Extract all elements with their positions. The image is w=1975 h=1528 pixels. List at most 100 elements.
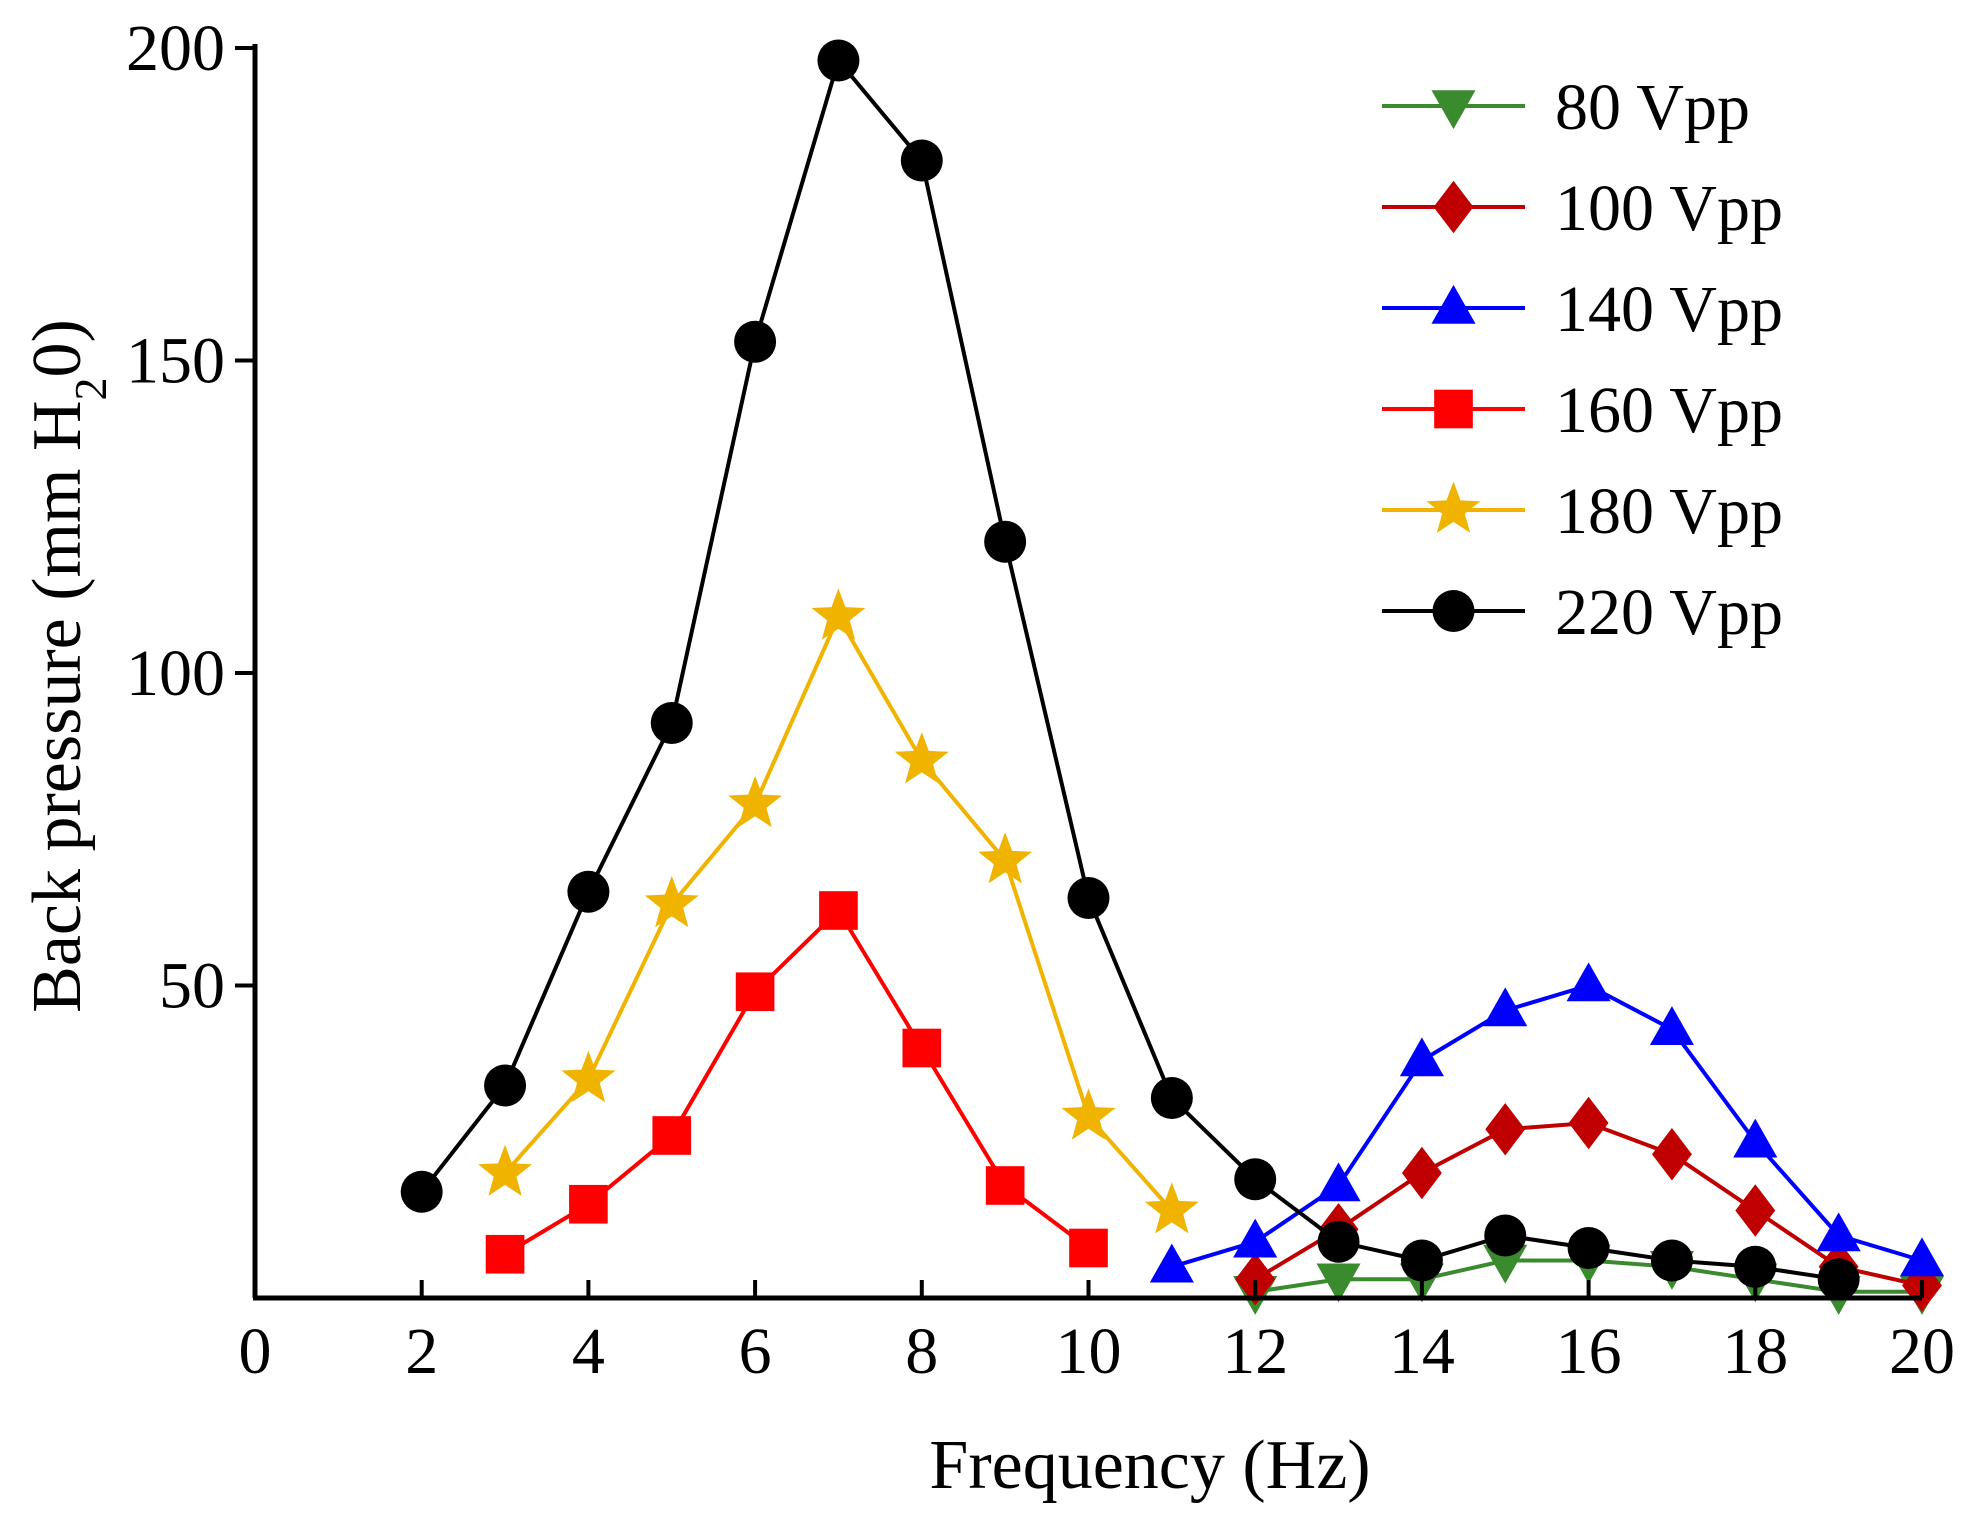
- data-point-100-vpp: [1235, 1253, 1276, 1306]
- data-point-180-vpp: [811, 588, 866, 640]
- x-tick-label: 6: [739, 1315, 772, 1388]
- data-point-180-vpp: [478, 1144, 532, 1196]
- data-point-220-vpp: [650, 702, 693, 744]
- series-140-vpp: [1149, 962, 1945, 1283]
- legend-marker-140-vpp: [1431, 284, 1476, 324]
- y-tick-label: 100: [126, 637, 225, 710]
- data-point-220-vpp: [400, 1170, 443, 1213]
- data-point-140-vpp: [1316, 1162, 1361, 1202]
- legend-label: 100 Vpp: [1555, 172, 1783, 245]
- legend-label: 220 Vpp: [1555, 576, 1783, 649]
- data-point-140-vpp: [1149, 1243, 1194, 1283]
- data-point-100-vpp: [1652, 1128, 1692, 1181]
- data-point-220-vpp: [734, 320, 777, 363]
- series-160-vpp: [485, 891, 1108, 1274]
- axes: 0 2 4 6 8 10 12 14 16 18 20 50 100 150 200: [126, 12, 1955, 1388]
- y-tick-label: 200: [126, 12, 225, 85]
- legend-item-140-vpp: 140 Vpp: [1382, 273, 1783, 346]
- data-point-140-vpp: [1483, 987, 1528, 1027]
- data-point-160-vpp: [902, 1028, 942, 1068]
- data-point-220-vpp: [484, 1064, 527, 1107]
- data-point-160-vpp: [735, 972, 775, 1012]
- data-point-180-vpp: [1061, 1088, 1116, 1140]
- series-220-vpp: [400, 39, 1860, 1301]
- data-point-180-vpp: [728, 775, 783, 828]
- data-point-180-vpp: [644, 875, 699, 928]
- legend-item-100-vpp: 100 Vpp: [1382, 172, 1783, 245]
- x-tick-label: 16: [1556, 1315, 1622, 1388]
- data-point-80-vpp: [1316, 1263, 1361, 1303]
- legend-label: 80 Vpp: [1555, 71, 1750, 144]
- data-point-220-vpp: [1817, 1258, 1860, 1301]
- data-point-220-vpp: [1567, 1227, 1610, 1269]
- data-point-80-vpp: [1483, 1244, 1528, 1284]
- data-point-220-vpp: [984, 520, 1027, 563]
- y-axis-title-tail: 0): [19, 319, 96, 377]
- x-tick-label: 10: [1056, 1315, 1122, 1388]
- series-180-vpp: [478, 588, 1199, 1234]
- x-tick-label: 2: [405, 1315, 438, 1388]
- x-axis-title: Frequency (Hz): [929, 1427, 1370, 1504]
- series-line-140-vpp: [1171, 983, 1923, 1269]
- legend-marker-160-vpp: [1434, 389, 1473, 429]
- data-point-140-vpp: [1399, 1037, 1444, 1077]
- legend-label: 180 Vpp: [1555, 475, 1783, 548]
- data-point-220-vpp: [1484, 1214, 1527, 1257]
- legend-item-160-vpp: 160 Vpp: [1382, 374, 1783, 447]
- legend-item-180-vpp: 180 Vpp: [1382, 475, 1783, 548]
- x-tick-label: 8: [905, 1315, 938, 1388]
- data-point-160-vpp: [985, 1166, 1025, 1205]
- x-tick-label: 4: [572, 1315, 605, 1388]
- legend: 80 Vpp 100 Vpp 140 Vpp 160 Vpp 180 Vpp 220 Vp…: [1382, 71, 1783, 649]
- data-point-220-vpp: [1067, 877, 1110, 919]
- data-point-140-vpp: [1566, 962, 1611, 1002]
- y-axis-title: Back pressure (mm H20): [19, 319, 116, 1013]
- legend-marker-80-vpp: [1431, 90, 1476, 130]
- x-tick-label: 14: [1389, 1315, 1455, 1388]
- data-point-100-vpp: [1485, 1103, 1526, 1156]
- series-layer: [400, 39, 1945, 1315]
- x-tick-label: 12: [1222, 1315, 1288, 1388]
- legend-marker-100-vpp: [1433, 180, 1474, 234]
- data-point-220-vpp: [1650, 1239, 1693, 1282]
- y-axis-title-main: Back pressure (mm H: [19, 400, 96, 1012]
- y-axis-title-subscript: 2: [65, 377, 116, 400]
- data-point-180-vpp: [978, 832, 1033, 884]
- data-point-180-vpp: [894, 732, 949, 784]
- data-point-180-vpp: [1144, 1182, 1199, 1234]
- data-point-220-vpp: [1234, 1158, 1277, 1201]
- data-point-220-vpp: [900, 139, 943, 182]
- x-tick-label: 0: [239, 1315, 272, 1388]
- data-point-100-vpp: [1735, 1184, 1776, 1237]
- x-tick-label: 18: [1722, 1315, 1788, 1388]
- data-point-220-vpp: [1734, 1245, 1777, 1288]
- data-point-160-vpp: [569, 1184, 608, 1224]
- data-point-100-vpp: [1401, 1146, 1442, 1200]
- data-point-100-vpp: [1568, 1096, 1609, 1150]
- data-point-140-vpp: [1816, 1212, 1861, 1252]
- data-point-220-vpp: [817, 39, 860, 82]
- legend-label: 160 Vpp: [1555, 374, 1783, 447]
- x-tick-label: 20: [1889, 1315, 1955, 1388]
- data-point-220-vpp: [1400, 1239, 1443, 1282]
- y-tick-label: 50: [159, 950, 225, 1023]
- legend-label: 140 Vpp: [1555, 273, 1783, 346]
- legend-marker-220-vpp: [1432, 590, 1475, 632]
- data-point-220-vpp: [567, 870, 610, 913]
- data-point-220-vpp: [1317, 1220, 1360, 1263]
- data-point-160-vpp: [1069, 1228, 1108, 1268]
- data-point-160-vpp: [652, 1116, 692, 1155]
- data-point-160-vpp: [485, 1234, 525, 1274]
- data-point-220-vpp: [1150, 1077, 1193, 1119]
- data-point-160-vpp: [819, 891, 858, 930]
- data-point-140-vpp: [1649, 1006, 1694, 1045]
- data-point-140-vpp: [1899, 1237, 1945, 1277]
- legend-item-80-vpp: 80 Vpp: [1382, 71, 1750, 144]
- data-point-140-vpp: [1733, 1118, 1778, 1158]
- data-point-180-vpp: [561, 1050, 616, 1103]
- legend-marker-180-vpp: [1426, 481, 1481, 533]
- legend-item-220-vpp: 220 Vpp: [1382, 576, 1783, 649]
- data-point-140-vpp: [1233, 1218, 1278, 1258]
- y-tick-label: 150: [126, 325, 225, 398]
